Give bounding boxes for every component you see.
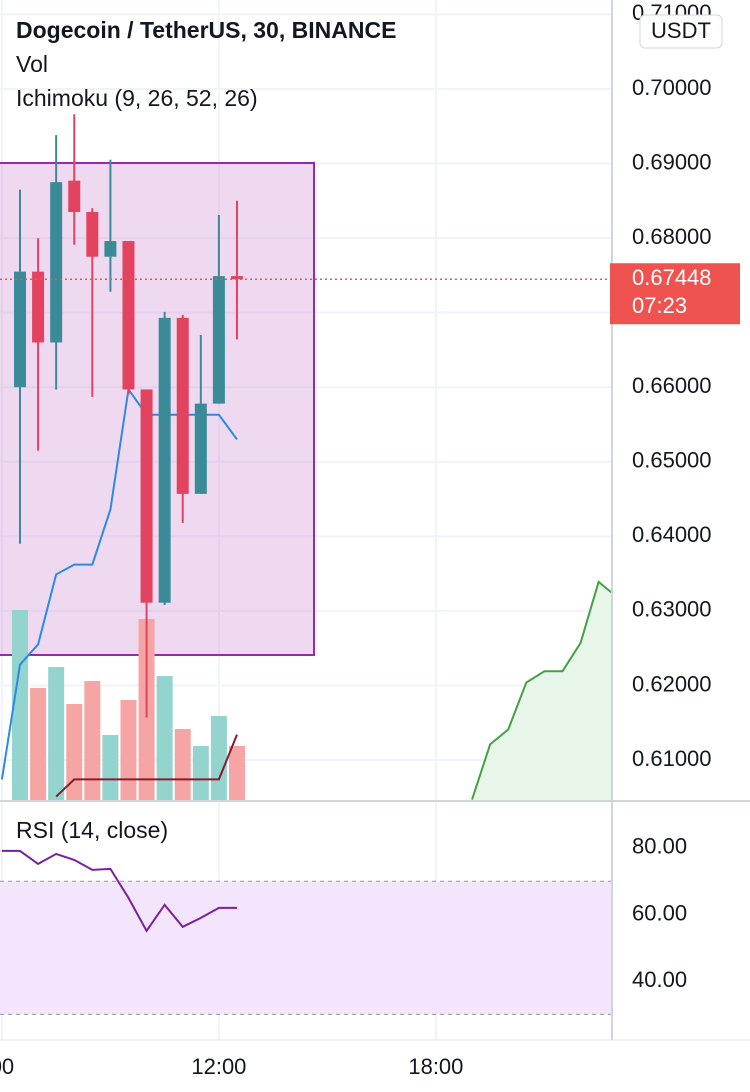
candle-body	[194, 403, 207, 494]
rsi-band	[0, 881, 612, 1015]
rsi-plot	[0, 849, 612, 1015]
y-tick-label: 80.00	[632, 834, 687, 859]
indicator-line	[55, 734, 238, 798]
indicator-title: Ichimoku (9, 26, 52, 26)	[16, 85, 258, 111]
candle-body	[140, 389, 153, 603]
volume-bar	[192, 746, 209, 800]
candle-body	[86, 211, 99, 257]
volume-bar	[11, 610, 28, 800]
volume-bar	[120, 700, 137, 800]
volume-bar	[174, 729, 191, 800]
volume-bar	[156, 676, 173, 800]
price-grid	[0, 0, 612, 1040]
price-plot	[0, 114, 612, 800]
candle-body	[68, 180, 81, 212]
y-tick-label: 0.65000	[632, 448, 712, 473]
currency: USDT	[651, 18, 711, 43]
y-tick-label: 0.70000	[632, 75, 712, 100]
rsi-title: RSI (14, close)	[16, 817, 168, 843]
rsi-line	[1, 849, 237, 933]
candle-body	[13, 271, 26, 388]
volume-bar	[102, 735, 119, 800]
last-price-label: 0.67448	[632, 265, 712, 290]
chart-title: Dogecoin / TetherUS, 30, BINANCE	[16, 17, 396, 43]
volume-bar	[228, 746, 245, 800]
candle-body	[176, 317, 189, 494]
y-tick-label: 60.00	[632, 900, 687, 925]
candle-body	[50, 182, 63, 343]
y-tick-label: 40.00	[632, 967, 687, 992]
volume-bar	[210, 716, 227, 800]
candle-body	[104, 241, 117, 257]
y-tick-label: 0.64000	[632, 522, 712, 547]
candle-body	[230, 276, 243, 280]
y-tick-label: 0.63000	[632, 597, 712, 622]
candle-body	[158, 317, 171, 603]
y-tick-label: 0.69000	[632, 149, 712, 174]
axes: 0012:0018:000.710000.700000.690000.68000…	[0, 0, 740, 1079]
volume-title: Vol	[16, 51, 48, 77]
last-price-box	[610, 263, 740, 325]
y-tick-label: 0.68000	[632, 224, 712, 249]
countdown-label: 07:23	[632, 293, 687, 318]
candle-body	[122, 241, 135, 390]
x-tick-label: 12:00	[191, 1054, 246, 1079]
y-tick-label: 0.61000	[632, 746, 712, 771]
drawn-rectangle	[0, 162, 315, 656]
x-tick-label: 18:00	[408, 1054, 463, 1079]
currency-box	[639, 14, 723, 49]
cloud-fill	[472, 581, 612, 800]
candle-body	[212, 276, 225, 404]
volume-bar	[30, 688, 47, 800]
y-tick-label: 0.66000	[632, 373, 712, 398]
candle-body	[32, 271, 45, 343]
volume-bar	[84, 681, 101, 800]
volume-bar	[48, 667, 65, 800]
y-tick-label: 0.62000	[632, 671, 712, 696]
x-tick-label: 00	[0, 1054, 14, 1079]
volume-bar	[66, 704, 83, 800]
indicator-line	[471, 580, 612, 800]
